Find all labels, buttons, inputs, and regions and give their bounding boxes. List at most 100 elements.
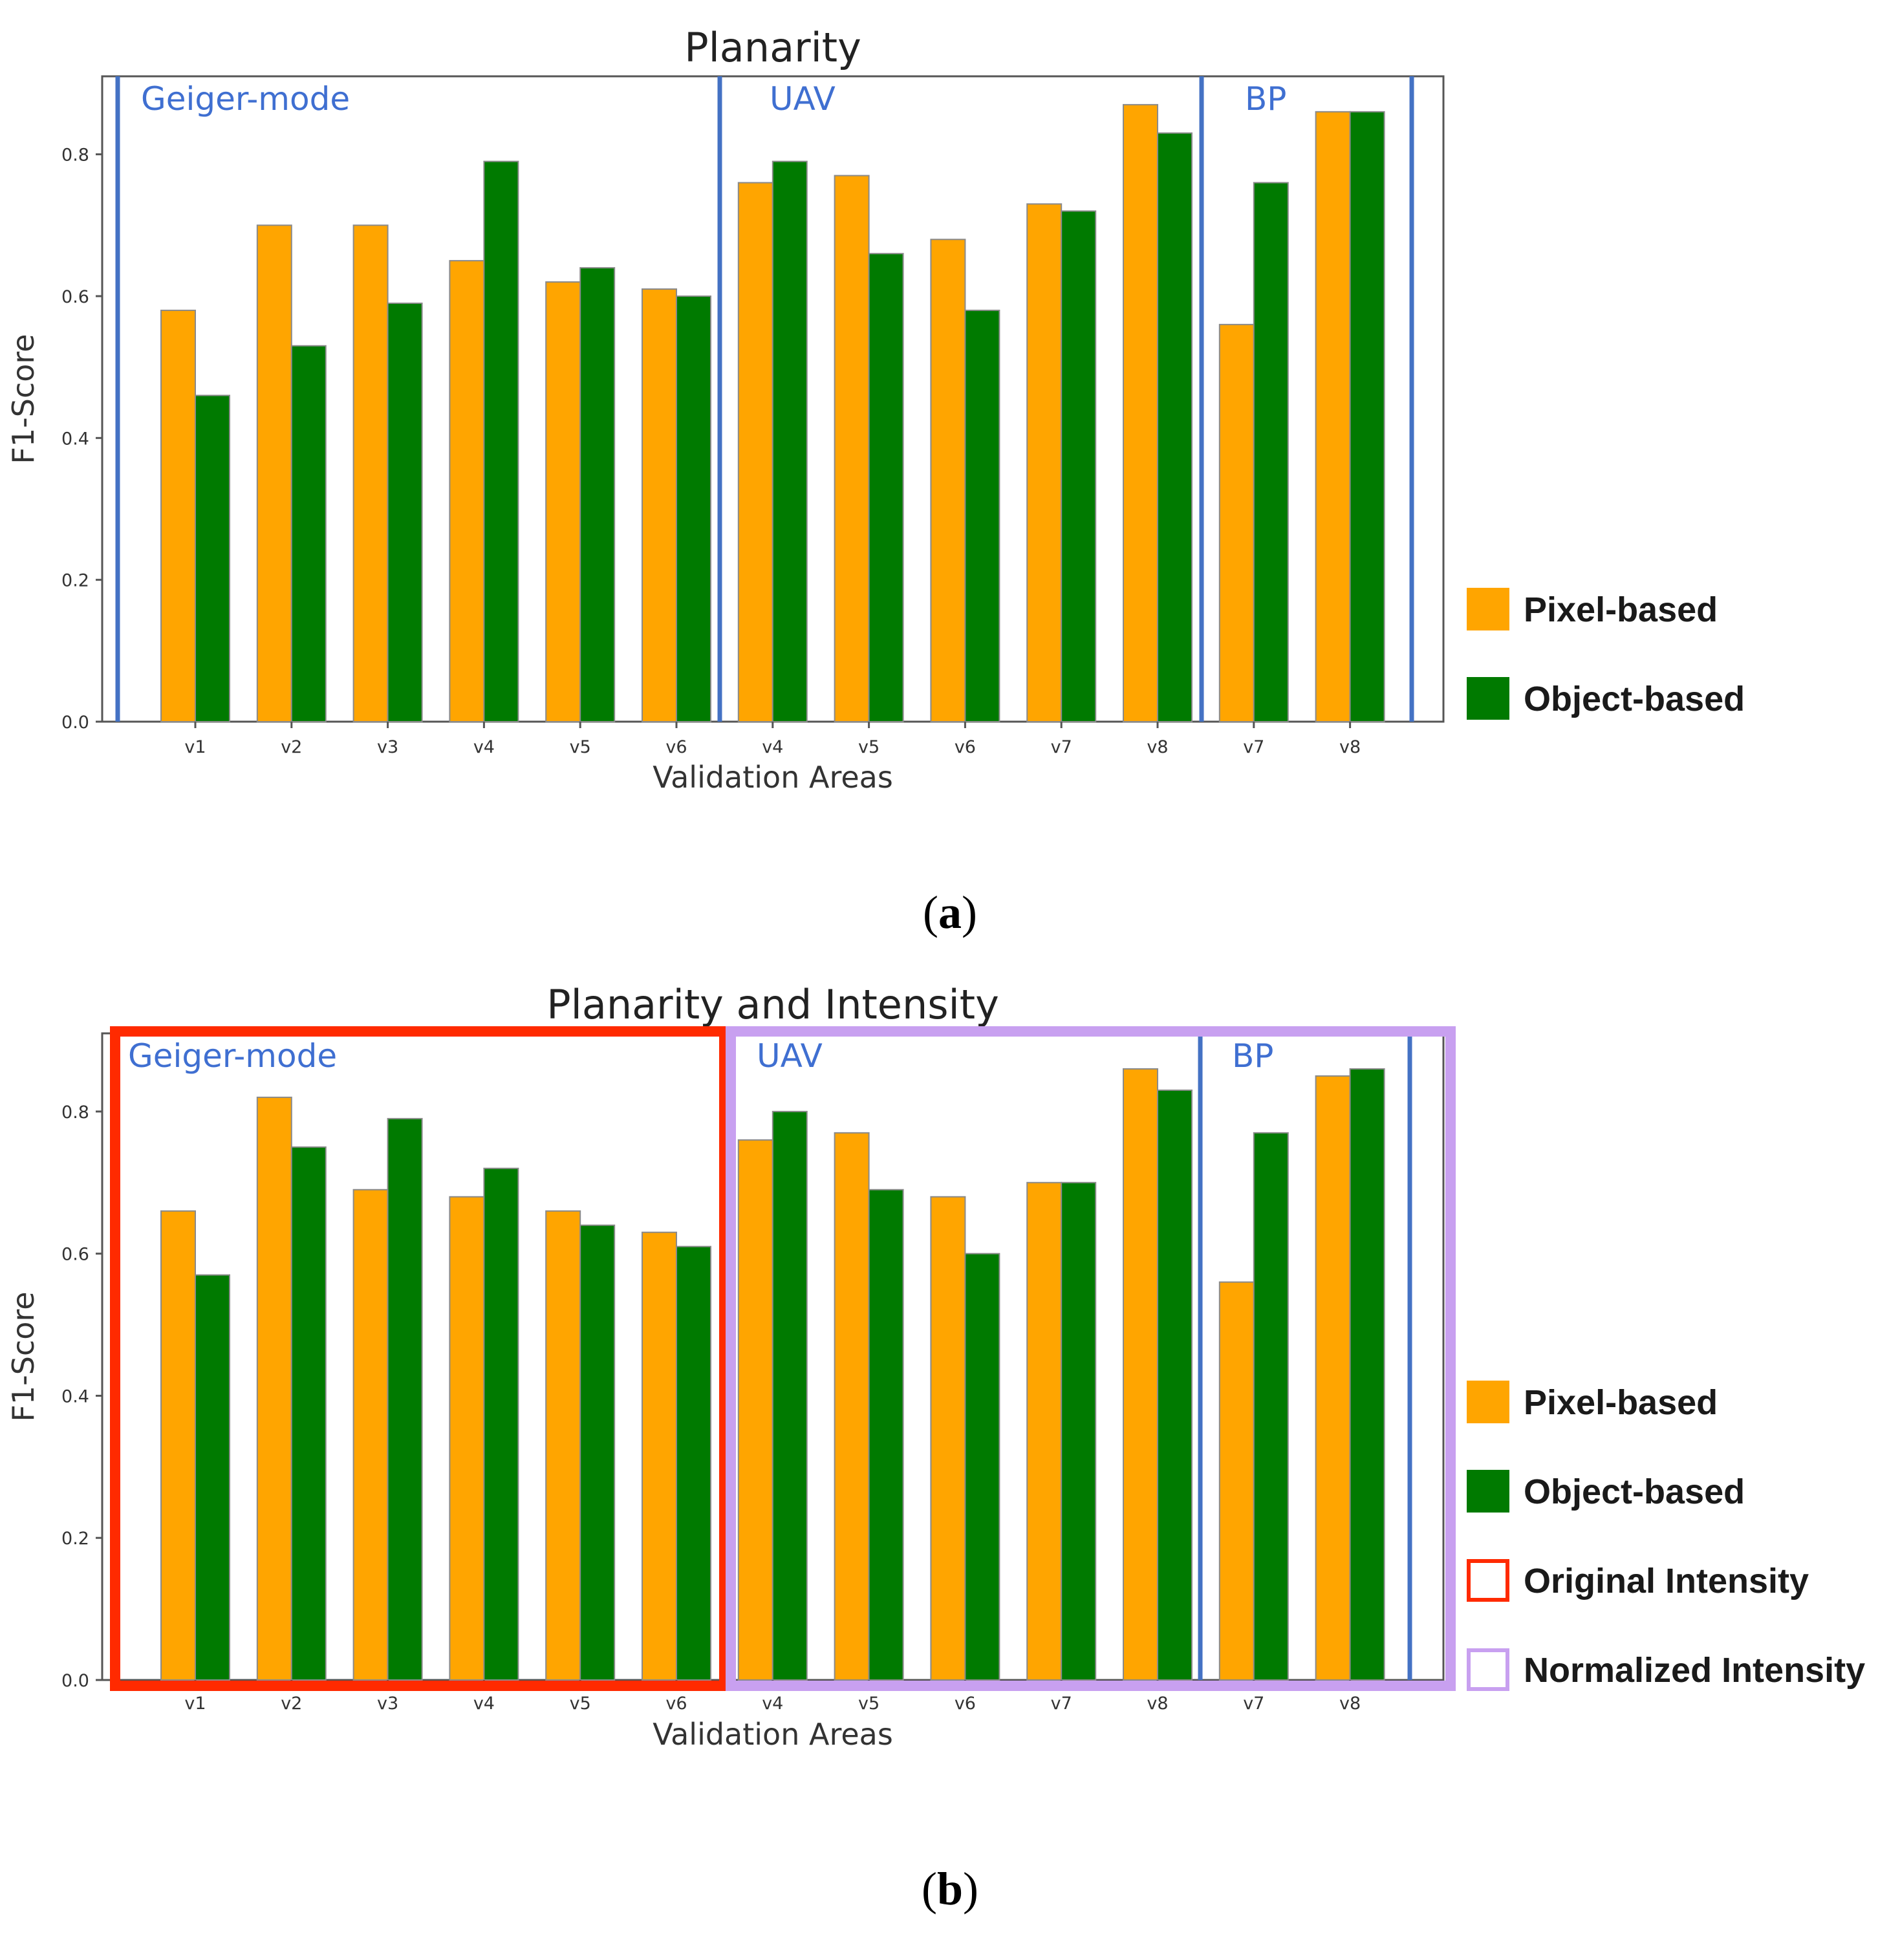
bar-pixel-based [834, 175, 870, 722]
x-tick-label: v8 [1147, 1694, 1168, 1714]
panel-label-open: ( [923, 887, 938, 938]
x-tick-label: v2 [281, 737, 302, 757]
legend-label: Object-based [1524, 680, 1745, 718]
bar-pixel-based [352, 224, 389, 722]
x-tick-label: v1 [184, 1694, 206, 1714]
legend-label: Pixel-based [1524, 590, 1718, 629]
bar-pixel-based [1315, 111, 1351, 723]
bar-object-based [1349, 111, 1385, 723]
bar-pixel-based [642, 1231, 677, 1681]
bar-pixel-based [1123, 1068, 1158, 1681]
x-tick-label: v4 [473, 1694, 495, 1714]
x-tick-label: v6 [955, 737, 976, 757]
bar-pixel-based [1026, 1181, 1063, 1681]
bar-pixel-based [930, 239, 966, 722]
y-tick-label: 0.2 [61, 1529, 89, 1549]
bar-pixel-based [1123, 103, 1158, 723]
x-tick-label: v7 [1243, 737, 1264, 757]
bar-object-based [676, 1245, 711, 1681]
x-tick-label: v7 [1051, 737, 1072, 757]
x-tick-label: v8 [1339, 1694, 1361, 1714]
legend-swatch-object-based [1467, 677, 1509, 720]
x-tick-label: v6 [665, 737, 687, 757]
bar-pixel-based [256, 1096, 292, 1681]
bar-pixel-based [545, 1210, 581, 1681]
x-tick-label: v4 [473, 737, 495, 757]
bar-pixel-based [160, 309, 196, 722]
group-label: Geiger-mode [141, 80, 350, 118]
y-tick-label: 0.2 [61, 571, 89, 591]
x-tick-label: v1 [184, 737, 206, 757]
y-tick-label: 0.6 [61, 1245, 89, 1265]
chart-title: Planarity [684, 24, 861, 71]
bar-pixel-based [545, 281, 581, 722]
x-tick-label: v3 [377, 1694, 398, 1714]
y-axis-label: F1-Score [6, 334, 41, 464]
group-label: UAV [770, 80, 836, 118]
bar-pixel-based [449, 260, 485, 722]
bar-pixel-based [737, 182, 773, 722]
bar-pixel-based [642, 288, 677, 722]
bar-object-based [772, 160, 808, 723]
panel-label-open: ( [922, 1863, 937, 1915]
legend-label: Object-based [1524, 1472, 1745, 1511]
x-axis-label: Validation Areas [653, 760, 893, 795]
y-tick-label: 0.0 [61, 1671, 89, 1691]
legend-label: Pixel-based [1524, 1383, 1718, 1422]
bar-object-based [483, 1167, 519, 1681]
bar-pixel-based [1026, 203, 1063, 722]
x-tick-label: v4 [762, 737, 783, 757]
bar-pixel-based [930, 1196, 966, 1681]
chart-title: Planarity and Intensity [546, 981, 999, 1028]
bar-pixel-based [256, 224, 292, 722]
bar-pixel-based [1218, 1281, 1255, 1681]
panel-label-close: ) [962, 887, 977, 938]
y-tick-label: 0.8 [61, 1103, 89, 1123]
panel-label-letter: b [937, 1863, 963, 1915]
x-tick-label: v8 [1339, 737, 1361, 757]
group-label: BP [1232, 1037, 1273, 1075]
group-label: Geiger-mode [128, 1037, 337, 1075]
x-tick-label: v8 [1147, 737, 1168, 757]
x-axis-label: Validation Areas [653, 1717, 893, 1752]
x-tick-label: v2 [281, 1694, 302, 1714]
panel-label-close: ) [963, 1863, 978, 1915]
normalized-intensity-box [726, 1026, 1456, 1691]
original-intensity-box [110, 1026, 729, 1691]
bar-object-based [868, 1189, 904, 1681]
chart-panel-a: Planarity 0.0 0.2 0.4 0.6 0.8 v1 v2 v3 v4 v5 v6 v4 v5… [6, 24, 1745, 938]
bar-object-based [387, 302, 423, 722]
x-tick-label: v3 [377, 737, 398, 757]
bar-object-based [676, 295, 711, 722]
x-tick-label: v6 [955, 1694, 976, 1714]
bar-object-based [1253, 182, 1289, 722]
bar-object-based [195, 1274, 230, 1681]
bar-pixel-based [449, 1196, 485, 1681]
legend-label: Original Intensity [1524, 1562, 1809, 1600]
legend-swatch-pixel-based [1467, 588, 1509, 630]
x-tick-label: v7 [1051, 1694, 1072, 1714]
y-tick-label: 0.0 [61, 713, 89, 733]
chart-panel-b: Planarity and Intensity 0.0 0.2 0.4 0.6 0.8 v1… [6, 981, 1865, 1915]
bar-object-based [964, 1253, 1000, 1681]
panel-label: (b) [922, 1863, 978, 1915]
bar-object-based [387, 1117, 423, 1681]
legend-swatch-original-intensity [1467, 1559, 1509, 1602]
bar-pixel-based [160, 1210, 196, 1681]
legend-swatch-object-based [1467, 1470, 1509, 1513]
bar-object-based [1061, 1181, 1097, 1681]
bar-object-based [290, 1146, 327, 1681]
bar-object-based [1157, 132, 1193, 722]
legend-swatch-pixel-based [1467, 1381, 1509, 1423]
bar-object-based [579, 267, 616, 723]
bar-object-based [290, 345, 327, 722]
legend-label: Normalized Intensity [1524, 1651, 1865, 1690]
x-tick-label: v5 [570, 737, 591, 757]
x-tick-label: v5 [570, 1694, 591, 1714]
bar-object-based [1349, 1068, 1385, 1681]
bar-object-based [1061, 210, 1097, 723]
bar-object-based [868, 253, 904, 722]
bar-object-based [964, 309, 1000, 722]
bar-object-based [483, 160, 519, 723]
